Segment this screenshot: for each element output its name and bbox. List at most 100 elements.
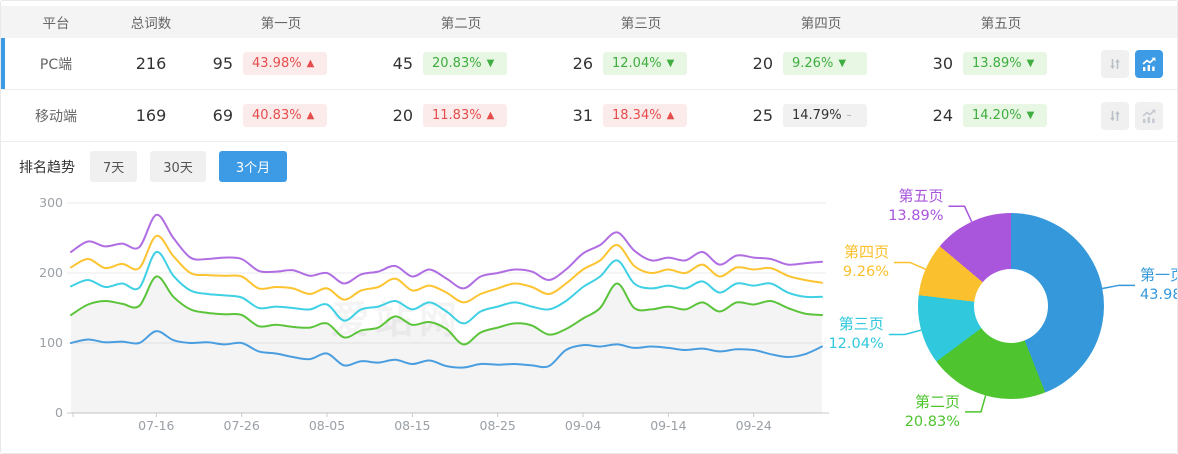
pie-label: 第五页 13.89% bbox=[888, 186, 943, 226]
trend-toolbar: 排名趋势 7天 30天 3个月 bbox=[19, 151, 288, 182]
donut-hole bbox=[974, 269, 1048, 343]
pie-label-name: 第三页 bbox=[838, 315, 884, 334]
svg-text:08-25: 08-25 bbox=[480, 418, 516, 433]
svg-text:09-24: 09-24 bbox=[736, 418, 772, 433]
pie-leader-lines bbox=[888, 205, 1136, 413]
page2-cell: 20 11.83% ▲ bbox=[371, 104, 551, 127]
pie-label-pct: 43.98% bbox=[1140, 287, 1177, 304]
flat-dash-icon: – bbox=[846, 110, 852, 121]
page4-cell: 25 14.79% – bbox=[731, 104, 911, 127]
pie-label-pct: 9.26% bbox=[842, 264, 889, 281]
pie-label: 第四页 9.26% bbox=[843, 242, 889, 282]
pie-label-name: 第二页 bbox=[914, 392, 960, 411]
col-header-platform: 平台 bbox=[42, 16, 70, 32]
page1-count: 69 bbox=[212, 106, 233, 125]
page5-pct-badge: 13.89% ▼ bbox=[963, 52, 1047, 75]
platform-label: 移动端 bbox=[35, 108, 77, 125]
pie-label-pct: 20.83% bbox=[904, 413, 960, 430]
platform-label: PC端 bbox=[39, 56, 73, 73]
col-header-total-words: 总词数 bbox=[130, 16, 172, 32]
sort-button[interactable] bbox=[1101, 49, 1129, 78]
page3-pct-badge: 18.34% ▲ bbox=[603, 104, 687, 127]
total-words-value: 169 bbox=[135, 106, 167, 125]
page2-pct-badge: 20.83% ▼ bbox=[423, 52, 507, 75]
svg-text:07-26: 07-26 bbox=[224, 418, 260, 433]
trend-chart-button[interactable] bbox=[1135, 101, 1163, 130]
trend-chart-button[interactable] bbox=[1135, 49, 1163, 78]
page5-count: 30 bbox=[932, 54, 953, 73]
pie-label: 第二页 20.83% bbox=[905, 392, 960, 432]
page3-count: 31 bbox=[572, 106, 593, 125]
page1-cell: 69 40.83% ▲ bbox=[191, 104, 371, 127]
down-arrow-icon: ▼ bbox=[486, 58, 495, 69]
pie-label: 第一页 43.98% bbox=[1140, 265, 1177, 305]
page5-cell: 24 14.20% ▼ bbox=[911, 104, 1091, 127]
page1-pct-badge: 40.83% ▲ bbox=[243, 104, 327, 127]
page5-pct-badge: 14.20% ▼ bbox=[963, 104, 1047, 127]
page1-cell: 95 43.98% ▲ bbox=[191, 52, 371, 75]
col-header-page1: 第一页 bbox=[260, 16, 302, 32]
tab-7-days[interactable]: 7天 bbox=[90, 151, 138, 182]
page3-cell: 26 12.04% ▼ bbox=[551, 52, 731, 75]
page2-pct-badge: 11.83% ▲ bbox=[423, 104, 507, 127]
table-row-mobile[interactable]: 移动端 169 69 40.83% ▲ 20 11.83% ▲ 31 18.34% ▲… bbox=[1, 90, 1177, 142]
trend-chart-icon bbox=[1142, 57, 1156, 71]
sort-arrows-icon bbox=[1110, 110, 1120, 121]
pie-label-pct: 13.89% bbox=[888, 208, 944, 225]
down-arrow-icon: ▼ bbox=[666, 58, 675, 69]
pie-label-name: 第四页 bbox=[843, 243, 889, 262]
down-arrow-icon: ▼ bbox=[1026, 110, 1035, 121]
page-distribution-donut-chart[interactable]: 第一页 43.98% 第二页 20.83% 第三页 12.04% 第四页 9.26% 第五页 13… bbox=[828, 171, 1177, 453]
table-header-row: 平台 总词数 第一页 第二页 第三页 第四页 第五页 bbox=[1, 6, 1177, 38]
svg-text:08-15: 08-15 bbox=[394, 418, 430, 433]
up-arrow-icon: ▲ bbox=[306, 58, 315, 69]
tab-3-months[interactable]: 3个月 bbox=[218, 151, 288, 182]
page5-count: 24 bbox=[932, 106, 953, 125]
ranking-trend-line-chart[interactable]: 0 100 200 300 07-16 07-26 08-05 08-15 08-25 09-04… bbox=[1, 193, 841, 443]
svg-text:09-04: 09-04 bbox=[565, 418, 601, 433]
page4-cell: 20 9.26% ▼ bbox=[731, 52, 911, 75]
table-row-pc[interactable]: PC端 216 95 43.98% ▲ 45 20.83% ▼ 26 12.04% ▼… bbox=[1, 38, 1177, 90]
page2-cell: 45 20.83% ▼ bbox=[371, 52, 551, 75]
svg-text:300: 300 bbox=[39, 195, 63, 210]
pie-label-name: 第一页 bbox=[1140, 266, 1177, 285]
trend-title: 排名趋势 bbox=[19, 159, 75, 176]
page3-count: 26 bbox=[572, 54, 593, 73]
col-header-page2: 第二页 bbox=[440, 16, 482, 32]
page3-pct-badge: 12.04% ▼ bbox=[603, 52, 687, 75]
pie-label-name: 第五页 bbox=[898, 187, 944, 206]
down-arrow-icon: ▼ bbox=[838, 58, 847, 69]
pie-label: 第三页 12.04% bbox=[828, 314, 883, 354]
up-arrow-icon: ▲ bbox=[486, 110, 495, 121]
down-arrow-icon: ▼ bbox=[1026, 58, 1035, 69]
sort-button[interactable] bbox=[1101, 101, 1129, 130]
page2-count: 45 bbox=[392, 54, 413, 73]
ranking-table: 平台 总词数 第一页 第二页 第三页 第四页 第五页 PC端 216 95 43… bbox=[1, 1, 1177, 142]
page5-cell: 30 13.89% ▼ bbox=[911, 52, 1091, 75]
svg-text:08-05: 08-05 bbox=[309, 418, 345, 433]
col-header-page4: 第四页 bbox=[800, 16, 842, 32]
total-words-value: 216 bbox=[135, 54, 167, 73]
col-header-page3: 第三页 bbox=[620, 16, 662, 32]
page4-count: 25 bbox=[752, 106, 773, 125]
page4-pct-badge: 14.79% – bbox=[783, 104, 867, 127]
tab-30-days[interactable]: 30天 bbox=[150, 151, 206, 182]
col-header-page5: 第五页 bbox=[980, 16, 1022, 32]
svg-text:07-16: 07-16 bbox=[138, 418, 174, 433]
page1-count: 95 bbox=[212, 54, 233, 73]
trend-chart-icon bbox=[1142, 109, 1156, 123]
up-arrow-icon: ▲ bbox=[306, 110, 315, 121]
svg-text:09-14: 09-14 bbox=[650, 418, 686, 433]
svg-text:0: 0 bbox=[55, 405, 63, 420]
page2-count: 20 bbox=[392, 106, 413, 125]
page4-count: 20 bbox=[752, 54, 773, 73]
pie-label-pct: 12.04% bbox=[828, 336, 884, 353]
sort-arrows-icon bbox=[1110, 58, 1120, 69]
svg-text:100: 100 bbox=[39, 335, 63, 350]
svg-text:200: 200 bbox=[39, 265, 63, 280]
up-arrow-icon: ▲ bbox=[666, 110, 675, 121]
page1-pct-badge: 43.98% ▲ bbox=[243, 52, 327, 75]
page3-cell: 31 18.34% ▲ bbox=[551, 104, 731, 127]
page4-pct-badge: 9.26% ▼ bbox=[783, 52, 867, 75]
